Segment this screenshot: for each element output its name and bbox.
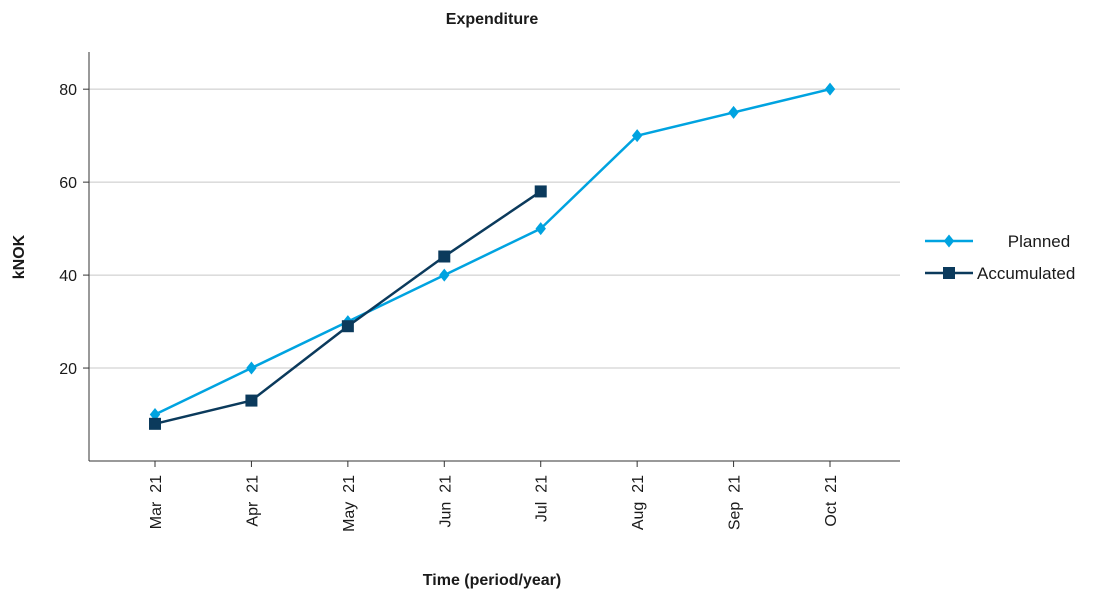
series-line-accumulated (154, 190, 542, 426)
data-point-accumulated (245, 394, 258, 407)
y-tick-label: 40 (59, 268, 77, 285)
data-point-planned (149, 408, 161, 422)
y-tick-labels: 20 40 60 80 (59, 82, 89, 378)
x-tick-label: Mar 21 (148, 475, 165, 529)
grid-lines (89, 88, 900, 369)
data-point-accumulated (341, 320, 354, 333)
series-accumulated (149, 185, 547, 430)
data-point-planned (535, 222, 546, 236)
legend: Planned Accumulated (925, 232, 1075, 283)
data-point-planned (246, 361, 257, 375)
x-tick-label: Aug 21 (630, 475, 647, 530)
x-tick-label: Jul 21 (534, 475, 551, 522)
legend-swatch-marker (943, 267, 955, 279)
data-point-planned (824, 82, 836, 96)
series-line-planned (154, 87, 831, 416)
data-point-planned (728, 105, 739, 119)
data-point-accumulated (149, 417, 161, 430)
legend-item-accumulated: Accumulated (925, 264, 1075, 283)
series-planned (149, 82, 836, 422)
x-tick-labels: Mar 21 Apr 21 May 21 Jun 21 Jul 21 Aug 21 Sep … (148, 461, 840, 532)
x-tick-label: May 21 (341, 475, 358, 532)
chart-title: Expenditure (446, 11, 539, 28)
y-tick-label: 80 (59, 82, 77, 99)
legend-item-planned: Planned (925, 232, 1070, 251)
axes (88, 52, 900, 462)
legend-label: Accumulated (977, 264, 1075, 283)
x-tick-label: Oct 21 (823, 475, 840, 527)
data-point-accumulated (534, 185, 547, 198)
series-layer (149, 82, 836, 430)
x-axis-title: Time (period/year) (423, 572, 561, 589)
x-tick-label: Sep 21 (727, 475, 744, 530)
y-axis-title: kNOK (11, 234, 28, 279)
data-point-accumulated (438, 250, 451, 263)
y-tick-label: 20 (59, 361, 77, 378)
x-tick-label: Apr 21 (244, 475, 261, 527)
data-point-planned (439, 268, 450, 282)
legend-label: Planned (1008, 232, 1070, 251)
y-tick-label: 60 (59, 175, 77, 192)
data-point-planned (631, 129, 643, 143)
x-tick-label: Jun 21 (437, 475, 454, 528)
legend-swatch-marker (943, 234, 955, 248)
